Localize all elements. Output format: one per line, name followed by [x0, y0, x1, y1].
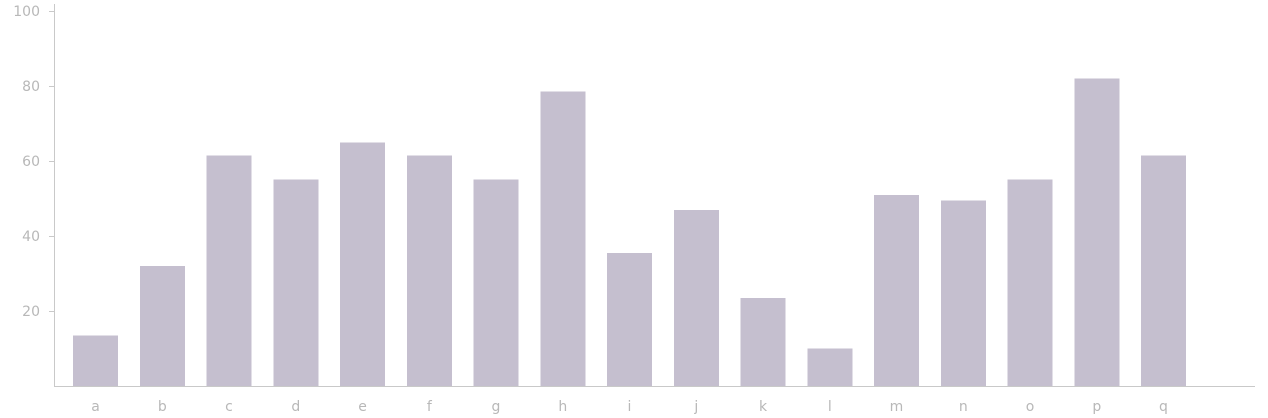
bar-f [406, 155, 452, 386]
bar-e [340, 142, 385, 387]
x-tick-label-b: b [158, 399, 167, 415]
y-axis-ticks: 20 40 60 80 100 [13, 4, 55, 320]
bar-g [473, 179, 519, 386]
bar-n [940, 200, 986, 386]
bar-a [73, 335, 118, 386]
bar-p [1074, 78, 1120, 386]
x-tick-label-p: p [1092, 399, 1101, 415]
bars-group [73, 78, 1186, 387]
x-tick-label-l: l [828, 399, 832, 415]
bar-q [1141, 155, 1186, 386]
bar-b [139, 266, 185, 386]
y-tick-label-80: 80 [22, 79, 40, 95]
x-tick-label-q: q [1159, 399, 1168, 415]
x-tick-label-d: d [291, 399, 300, 415]
bar-m [874, 194, 919, 387]
x-tick-label-i: i [628, 399, 632, 415]
y-tick-label-60: 60 [22, 154, 40, 170]
x-tick-label-a: a [91, 399, 100, 415]
bar-o [1007, 179, 1053, 386]
bar-i [607, 252, 652, 386]
x-tick-label-o: o [1026, 399, 1035, 415]
y-tick-label-100: 100 [13, 4, 40, 20]
x-tick-label-c: c [225, 399, 233, 415]
x-tick-label-k: k [759, 399, 768, 415]
x-tick-label-e: e [358, 399, 367, 415]
bar-j [673, 209, 719, 387]
x-tick-label-m: m [890, 399, 904, 415]
y-tick-label-20: 20 [22, 304, 40, 320]
x-axis-ticks: a b c d e f g h i j k l m n o p q [91, 399, 1168, 415]
bar-k [740, 297, 786, 386]
x-tick-label-g: g [492, 399, 501, 415]
x-tick-label-h: h [558, 399, 567, 415]
bar-c [206, 155, 252, 386]
bar-d [273, 179, 319, 386]
x-tick-label-n: n [959, 399, 968, 415]
y-tick-label-40: 40 [22, 229, 40, 245]
bar-l [807, 348, 853, 386]
x-tick-label-f: f [427, 399, 433, 415]
x-tick-label-j: j [693, 399, 698, 415]
bar-h [540, 91, 586, 386]
